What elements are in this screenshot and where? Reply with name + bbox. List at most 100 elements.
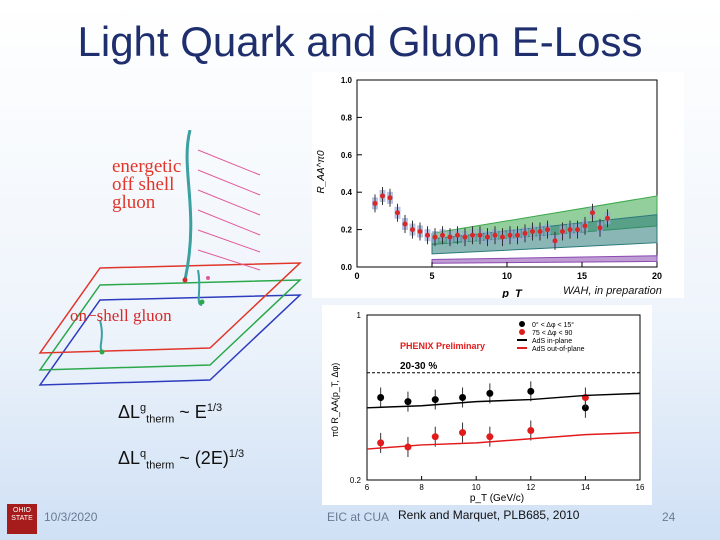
data-point [567,227,573,233]
data-point [395,210,400,216]
page-number: 24 [662,510,676,524]
data-point [527,427,535,434]
data-point [431,396,439,404]
data-point [486,433,494,441]
eq2-sub: therm [146,459,175,472]
data-point [459,429,467,437]
data-point [537,228,543,234]
gluon-track [183,130,193,281]
y-tick-label: 0.8 [341,113,353,122]
data-point [552,238,558,244]
x-tick-label: 20 [652,271,662,281]
eq1-sup: g [140,402,147,414]
eq1-sub: therm [146,413,175,426]
x-tick-label: 16 [636,483,645,492]
raa-chart: 0 5 10 15 20 0.0 0.2 0.4 0.6 0.8 1.0 p_T R_AA^π0 [312,72,684,298]
data-point [590,210,595,216]
eq2-exp: 1/3 [228,448,245,460]
data-point [515,232,520,238]
legend-label: AdS in-plane [532,338,572,345]
legend-label: 75 < Δφ < 90 [532,330,572,337]
pink-dot [206,276,210,280]
data-point [522,230,528,236]
y-tick-label: 0.4 [341,188,353,197]
y-tick-label: 0.2 [341,226,353,235]
green-dot-2 [99,349,105,355]
data-point [377,439,385,447]
x-tick-label: 5 [429,271,434,281]
data-point [432,234,438,240]
eq2-sup: q [140,448,147,460]
data-point [581,404,589,412]
data-point [597,225,603,231]
plot-frame [366,314,641,481]
y-axis-label: R_AA^π0 [316,150,327,194]
data-point [530,228,535,234]
footer-date: 10/3/2020 [44,510,98,524]
gluon-track-lower [197,269,203,306]
footer-center: EIC at CUA [327,510,390,524]
eq2-base: ΔL [118,448,141,468]
data-point [404,398,412,406]
data-point [492,232,498,238]
data-point [545,227,550,233]
curve-AdS-out-of-plane [366,431,641,450]
y-tick-label: 0.0 [341,263,353,272]
data-point [455,232,460,238]
phenix-chart: PHENIX Preliminary 20-30 % 6 8 10 12 14 16 0.2 1 p… [322,305,652,505]
data-point [380,193,385,199]
university-logo: OHIO STATE [7,504,37,534]
eq1-base: ΔL [118,402,141,422]
data-point [431,433,439,441]
data-point [582,223,588,229]
plane-blue [38,294,302,386]
chart-title: PHENIX Preliminary [400,341,485,351]
data-point [575,227,580,233]
green-dot-1 [199,299,205,305]
slide-title: Light Quark and Gluon E-Loss [77,18,643,65]
data-point [527,387,535,395]
data-point [459,394,467,401]
onshell-gluon-label: on−shell gluon [70,306,172,325]
x-tick-label: 14 [581,483,590,492]
data-point [402,221,408,227]
legend-label: 0° < Δφ < 15° [532,321,574,329]
energetic-gluon-label: energetic off shell gluon [112,156,182,213]
eq1-exp: 1/3 [206,402,223,414]
x-axis-label: p_T (GeV/c) [470,493,524,504]
y-tick-label: 0.2 [350,476,362,485]
data-point [500,234,505,240]
chart-subtitle: 20-30 % [400,361,437,372]
x-tick-label: 6 [365,483,370,492]
data-point [387,195,393,201]
eq1-rhs: ~ E [174,402,207,422]
y-tick-label: 1.0 [341,76,353,85]
arrows [197,149,261,271]
eq2-rhs: ~ (2E) [174,448,229,468]
wah-label: WAH, in preparation [563,285,662,297]
data-point [404,443,412,451]
legend-marker [519,329,525,335]
y-tick-label: 1 [357,311,362,320]
data-point [560,228,565,234]
plane-green [38,279,302,371]
x-tick-label: 12 [526,483,535,492]
data-point [410,227,415,233]
data-point [486,389,494,397]
equation-gluon: ΔLgtherm ~ E1/3 [118,402,222,426]
data-point [372,200,378,206]
y-axis-label: π0 R_AA(p_T, Δφ) [330,363,340,438]
legend-marker [519,321,525,327]
data-point [605,215,610,221]
data-point [507,232,513,238]
plane-red [38,262,302,354]
data-point [440,232,445,238]
x-tick-label: 8 [419,483,424,492]
x-tick-label: 10 [472,483,481,492]
x-tick-label: 10 [502,271,512,281]
data-point [485,234,490,240]
curve-AdS-in-plane [366,392,641,409]
red-dot [182,277,188,283]
x-tick-label: 0 [354,271,359,281]
data-point [462,234,468,240]
